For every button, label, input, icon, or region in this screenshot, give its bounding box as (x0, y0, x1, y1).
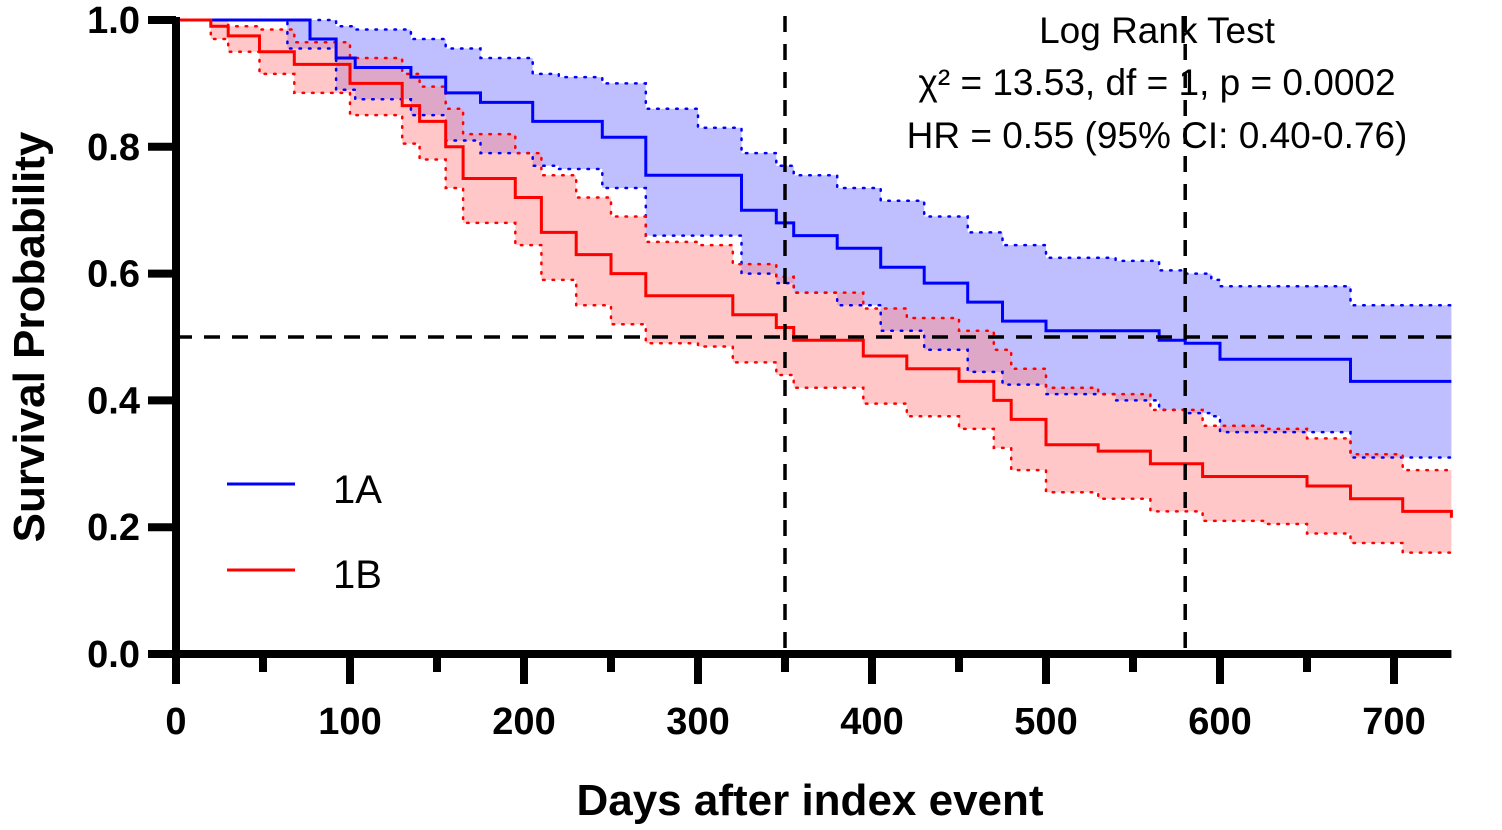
legend-label-1a: 1A (333, 468, 382, 512)
y-tick-label: 1.0 (87, 0, 140, 42)
x-tick-label: 200 (492, 701, 555, 743)
x-tick-label: 300 (666, 701, 729, 743)
x-tick-label: 600 (1188, 701, 1251, 743)
annotation-chi-square: χ² = 13.53, df = 1, p = 0.0002 (918, 62, 1395, 103)
annotation-hazard-ratio: HR = 0.55 (95% CI: 0.40-0.76) (907, 115, 1408, 156)
y-tick-label: 0.2 (87, 507, 140, 549)
ci-band-1a (176, 20, 1452, 458)
x-tick-label: 100 (318, 701, 381, 743)
y-axis-title: Survival Probability (5, 131, 54, 542)
x-tick-label: 700 (1362, 701, 1425, 743)
x-axis-title: Days after index event (576, 776, 1043, 825)
y-tick-label: 0.6 (87, 254, 140, 296)
ci-lower-line-1b (174, 18, 1453, 561)
survival-curve-1b (176, 18, 1453, 518)
y-tick-label: 0.4 (87, 380, 140, 422)
reference-lines (176, 16, 1452, 654)
ci-upper-line-1b (174, 18, 1453, 475)
x-tick-label: 0 (165, 701, 186, 743)
y-tick-label: 0.8 (87, 127, 140, 169)
annotation-title: Log Rank Test (1039, 10, 1276, 51)
x-tick-label: 500 (1014, 701, 1077, 743)
ci-band-1b (176, 20, 1452, 559)
axes: 0.0 0.2 0.4 0.6 0.8 1.0 0 100 200 300 400 500 600 700 (87, 0, 1452, 743)
log-rank-annotation: Log Rank Test χ² = 13.53, df = 1, p = 0.… (907, 10, 1408, 156)
legend: 1A 1B (227, 468, 382, 597)
confidence-bands (176, 20, 1452, 559)
y-tick-label: 0.0 (87, 634, 140, 676)
x-tick-label: 400 (840, 701, 903, 743)
legend-label-1b: 1B (333, 553, 382, 597)
